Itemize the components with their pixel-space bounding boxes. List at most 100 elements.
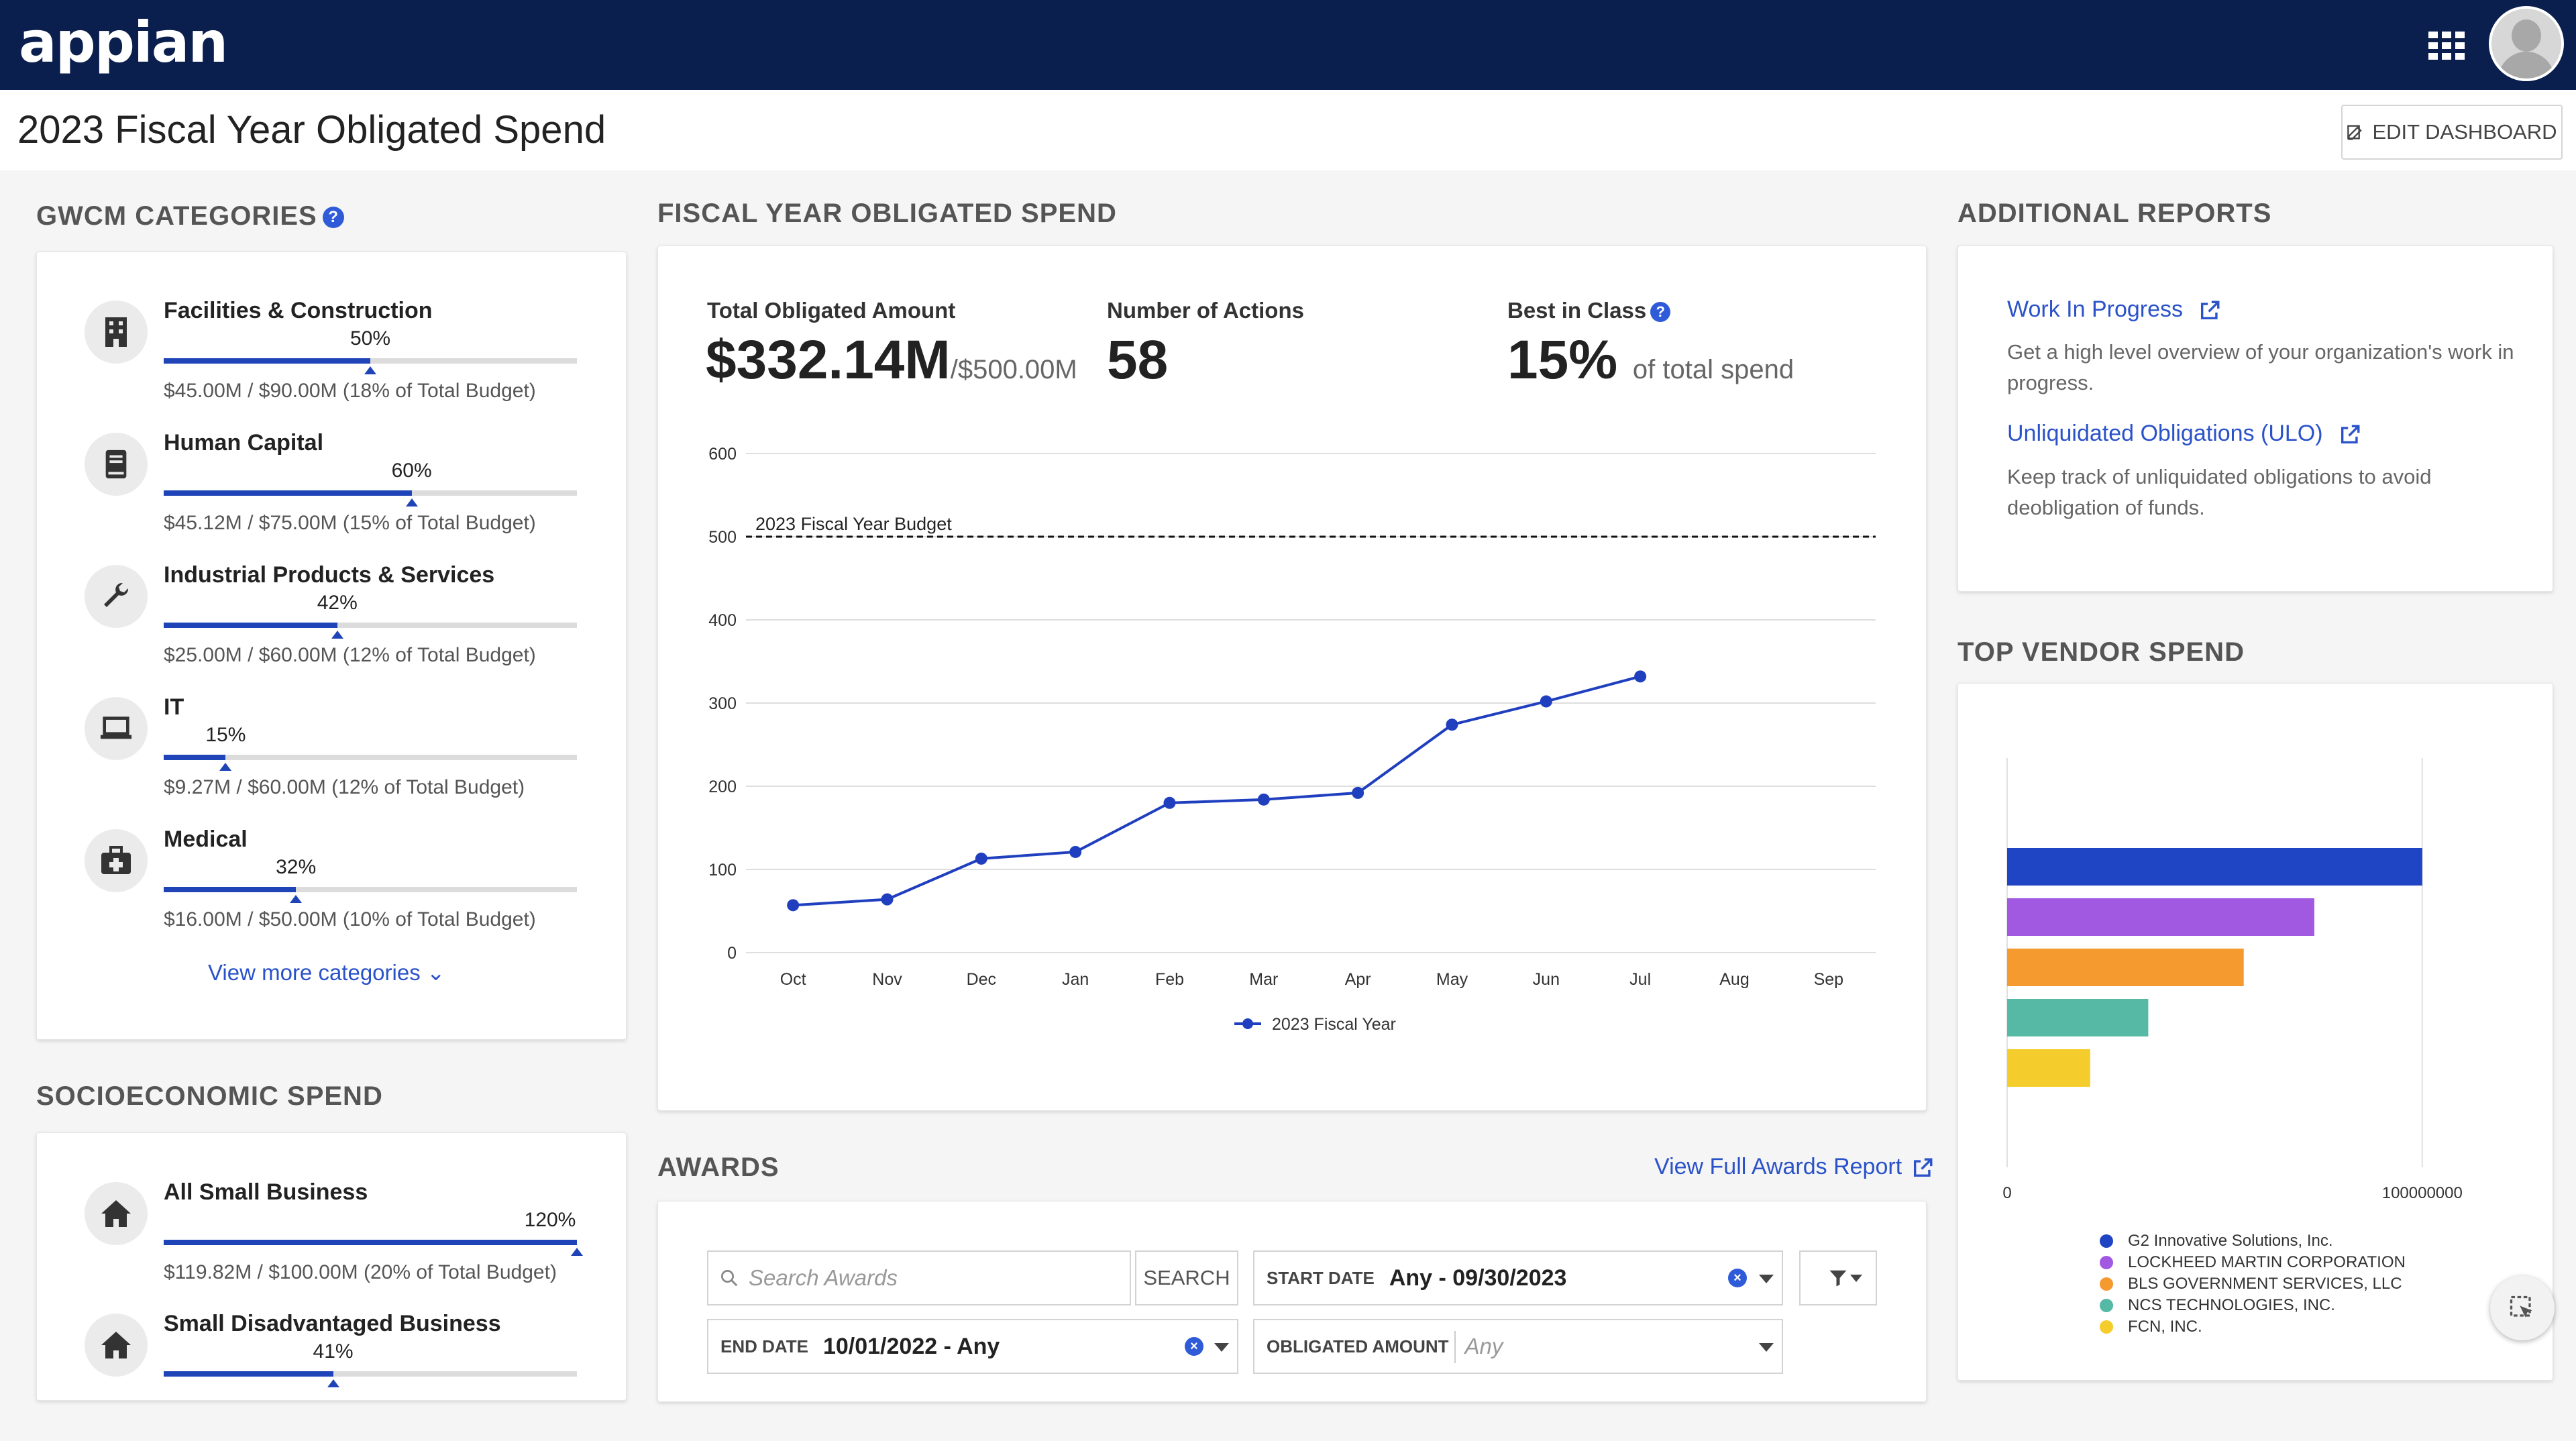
app-grid-icon[interactable] — [2428, 32, 2465, 60]
socio-name: Small Disadvantaged Business — [164, 1311, 501, 1336]
data-point — [1446, 718, 1458, 731]
total-obligated-amount: $332.14M — [706, 329, 951, 390]
additional-reports-card — [1957, 246, 2553, 592]
filter-icon — [1829, 1270, 1847, 1287]
chevron-down-icon[interactable] — [1214, 1343, 1229, 1352]
home-icon — [85, 1314, 148, 1377]
data-point — [1634, 670, 1647, 683]
legend-dot — [2100, 1277, 2113, 1291]
category-name: Medical — [164, 826, 248, 852]
category-detail: $16.00M / $50.00M (10% of Total Budget) — [164, 908, 536, 930]
additional-reports-title: ADDITIONAL REPORTS — [1957, 199, 2272, 228]
top-vendor-spend-title: TOP VENDOR SPEND — [1957, 637, 2245, 667]
end-date-filter[interactable]: END DATE 10/01/2022 - Any × — [707, 1319, 1238, 1374]
best-in-class-sub: of total spend — [1632, 355, 1794, 384]
data-point — [1540, 695, 1552, 708]
user-avatar[interactable] — [2489, 6, 2564, 81]
medical-kit-icon — [85, 829, 148, 892]
socio-item: All Small Business 120% $119.82M / $100.00… — [47, 1179, 597, 1310]
ulo-label: Unliquidated Obligations (ULO) — [2007, 421, 2323, 446]
legend-dot — [2100, 1256, 2113, 1269]
socio-progress-marker — [327, 1379, 339, 1387]
category-progress-marker — [219, 763, 232, 771]
vendor-legend-label: BLS GOVERNMENT SERVICES, LLC — [2128, 1275, 2402, 1293]
legend-dot — [2100, 1320, 2113, 1334]
view-full-awards-report-link[interactable]: View Full Awards Report — [1654, 1154, 1934, 1180]
help-icon[interactable]: ? — [322, 207, 344, 229]
obligated-amount-filter[interactable]: OBLIGATED AMOUNT Any — [1253, 1319, 1783, 1374]
category-item: Human Capital 60% $45.12M / $75.00M (15% o… — [47, 430, 597, 560]
external-link-icon — [1913, 1158, 1933, 1177]
search-icon — [721, 1270, 738, 1287]
category-percent: 60% — [391, 460, 432, 482]
filter-button[interactable] — [1799, 1250, 1877, 1305]
socio-progress-fill — [164, 1240, 577, 1245]
start-date-filter[interactable]: START DATE Any - 09/30/2023 × — [1253, 1250, 1783, 1305]
category-percent: 32% — [276, 856, 317, 878]
appian-logo[interactable]: appian — [19, 9, 228, 75]
top-navigation-bar: appian — [0, 0, 2576, 90]
data-point — [1069, 845, 1082, 858]
socioeconomic-spend-title: SOCIOECONOMIC SPEND — [36, 1081, 383, 1111]
x-tick-label: Feb — [1155, 970, 1184, 989]
chevron-down-icon[interactable] — [1759, 1275, 1774, 1283]
vendor-bar — [2007, 898, 2314, 936]
x-tick-label: Jul — [1629, 970, 1651, 989]
y-tick-label: 600 — [708, 445, 737, 464]
work-in-progress-link[interactable]: Work In Progress — [2007, 297, 2221, 323]
x-tick-label: Oct — [780, 970, 806, 989]
search-awards-input[interactable]: Search Awards — [707, 1250, 1131, 1305]
edit-dashboard-button[interactable]: EDIT DASHBOARD — [2341, 105, 2563, 160]
socio-progress-bar — [164, 1240, 583, 1256]
category-progress-bar — [164, 623, 577, 639]
page-header: 2023 Fiscal Year Obligated Spend EDIT DA… — [0, 90, 2576, 170]
legend-dot — [2100, 1234, 2113, 1248]
vendor-bar — [2007, 1049, 2090, 1087]
socio-progress-marker — [571, 1248, 583, 1256]
category-item: IT 15% $9.27M / $60.00M (12% of Total Budg… — [47, 694, 597, 824]
vendor-legend-item: FCN, INC. — [2100, 1318, 2202, 1336]
end-date-value: 10/01/2022 - Any — [822, 1333, 1000, 1359]
clear-icon[interactable]: × — [1728, 1269, 1747, 1287]
category-detail: $45.12M / $75.00M (15% of Total Budget) — [164, 512, 536, 534]
x-tick-label: Jun — [1533, 970, 1560, 989]
book-icon — [85, 433, 148, 496]
socio-percent: 120% — [524, 1209, 576, 1231]
best-in-class-label: Best in Class? — [1507, 298, 1671, 323]
chevron-down-icon[interactable] — [1759, 1343, 1774, 1352]
work-in-progress-description: Get a high level overview of your organi… — [2007, 340, 2514, 394]
gwcm-categories-title: GWCM CATEGORIES? — [36, 201, 344, 231]
x-tick-label: Aug — [1719, 970, 1749, 989]
category-detail: $45.00M / $90.00M (18% of Total Budget) — [164, 380, 536, 402]
home-icon — [85, 1182, 148, 1245]
best-in-class-percent: 15% — [1507, 329, 1618, 390]
category-item: Facilities & Construction 50% $45.00M / $9… — [47, 298, 597, 428]
wrench-icon — [85, 565, 148, 628]
help-icon[interactable]: ? — [1650, 302, 1671, 323]
category-detail: $25.00M / $60.00M (12% of Total Budget) — [164, 644, 536, 666]
edit-dashboard-label: EDIT DASHBOARD — [2372, 120, 2557, 144]
budget-reference-label: 2023 Fiscal Year Budget — [755, 514, 952, 534]
clear-icon[interactable]: × — [1185, 1337, 1203, 1356]
laptop-icon — [85, 697, 148, 760]
category-name: Industrial Products & Services — [164, 562, 495, 588]
view-more-label: View more categories — [208, 960, 421, 985]
vendor-legend-label: NCS TECHNOLOGIES, INC. — [2128, 1296, 2335, 1314]
pointer-assist-button[interactable] — [2490, 1276, 2555, 1340]
field-separator — [1454, 1331, 1456, 1363]
category-percent: 15% — [205, 724, 246, 746]
edit-icon — [2347, 125, 2363, 140]
total-obligated-label: Total Obligated Amount — [707, 298, 956, 323]
category-progress-fill — [164, 623, 337, 628]
ulo-link[interactable]: Unliquidated Obligations (ULO) — [2007, 421, 2361, 447]
search-button[interactable]: SEARCH — [1135, 1250, 1238, 1305]
view-more-categories-link[interactable]: View more categories ⌄ — [208, 959, 445, 985]
category-item: Medical 32% $16.00M / $50.00M (10% of Tota… — [47, 826, 597, 957]
category-percent: 42% — [317, 592, 358, 614]
start-date-value: Any - 09/30/2023 — [1389, 1265, 1567, 1291]
y-tick-label: 300 — [708, 694, 737, 713]
y-tick-label: 100 — [708, 861, 737, 879]
vendor-bar — [2007, 949, 2244, 986]
category-detail: $9.27M / $60.00M (12% of Total Budget) — [164, 776, 525, 798]
socio-percent: 41% — [313, 1340, 354, 1363]
